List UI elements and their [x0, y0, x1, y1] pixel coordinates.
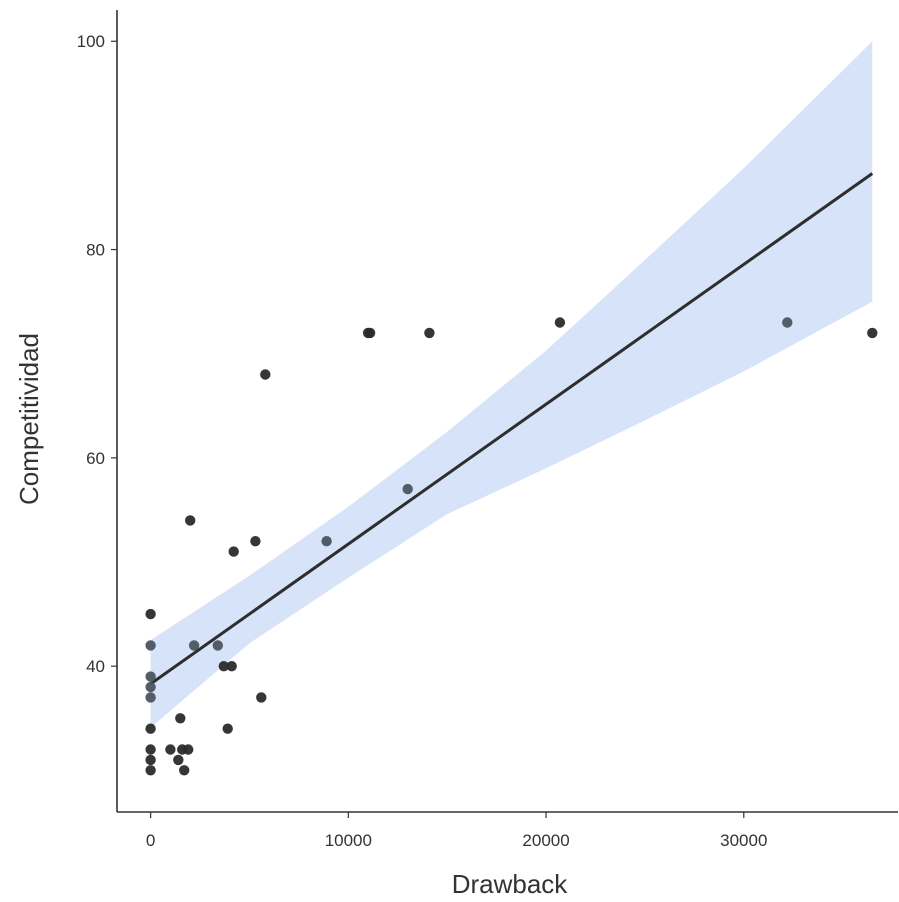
fit-line-layer	[149, 172, 874, 686]
x-axis-title: Drawback	[452, 869, 569, 899]
x-axis-ticks: 0 10000 20000 30000	[146, 812, 767, 850]
data-point-7	[145, 744, 156, 755]
data-point-31	[554, 317, 566, 328]
data-point-25	[260, 369, 271, 380]
data-point-8	[145, 754, 156, 766]
confidence-band-layer	[150, 41, 873, 728]
data-point-14	[179, 765, 190, 776]
data-point-30	[424, 327, 435, 339]
data-point-15	[183, 744, 194, 755]
y-tick-label: 60	[86, 449, 105, 468]
data-point-23	[250, 536, 261, 547]
regression-line	[149, 172, 874, 686]
y-tick-label: 100	[77, 32, 105, 51]
data-point-17	[188, 640, 200, 651]
data-point-2	[145, 640, 156, 651]
data-point-20	[222, 723, 233, 734]
y-axis-title: Competitividad	[14, 333, 44, 505]
data-point-21	[226, 661, 237, 672]
data-point-5	[145, 692, 156, 703]
points-layer	[145, 317, 878, 776]
data-point-1	[145, 608, 156, 620]
data-point-22	[228, 546, 239, 557]
x-tick-label: 30000	[720, 831, 767, 850]
y-tick-label: 40	[86, 657, 105, 676]
data-point-10	[165, 744, 176, 755]
data-point-11	[173, 754, 184, 766]
y-tick-label: 80	[86, 241, 105, 260]
data-point-32	[782, 317, 793, 328]
data-point-24	[256, 692, 267, 703]
x-tick-label: 0	[146, 831, 155, 850]
y-axis-ticks: 40 60 80 100	[77, 32, 117, 676]
data-point-28	[364, 327, 376, 339]
confidence-band	[150, 41, 873, 728]
data-point-12	[175, 713, 186, 724]
data-point-18	[212, 640, 223, 651]
data-point-3	[145, 671, 156, 682]
data-point-26	[321, 536, 332, 547]
axes-layer	[116, 10, 898, 813]
x-tick-label: 20000	[522, 831, 569, 850]
data-point-6	[145, 723, 156, 734]
data-point-19	[218, 661, 229, 672]
x-tick-label: 10000	[325, 831, 372, 850]
data-point-29	[402, 483, 413, 495]
data-point-16	[185, 515, 196, 526]
data-point-9	[145, 765, 156, 776]
data-point-33	[867, 327, 878, 339]
data-point-4	[145, 681, 156, 693]
